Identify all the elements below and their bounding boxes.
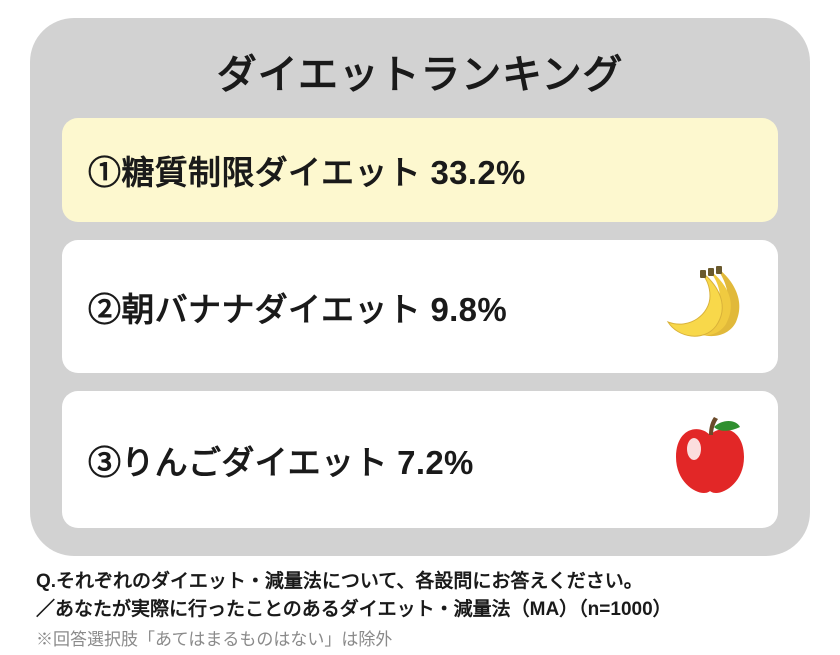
banana-icon (662, 264, 752, 349)
rank-marker: ① (88, 154, 121, 191)
footnote-question-line1: Q.それぞれのダイエット・減量法について、各設問にお答えください。 (36, 568, 804, 596)
footnote-exclusion: ※回答選択肢「あてはまるものはない」は除外 (36, 625, 804, 650)
rank-marker: ③ (88, 444, 121, 481)
apple-icon (668, 415, 752, 504)
ranking-item-2: ②朝バナナダイエット 9.8% (62, 240, 778, 373)
footnote-question-line2: ／あなたが実際に行ったことのあるダイエット・減量法（MA）（n=1000） (36, 596, 804, 624)
ranking-item-1: ①糖質制限ダイエット 33.2% (62, 118, 778, 222)
ranking-percent: 7.2% (397, 444, 474, 481)
ranking-item-text: ③りんごダイエット 7.2% (88, 436, 474, 484)
ranking-label: りんごダイエット (121, 444, 387, 481)
ranking-item-text: ②朝バナナダイエット 9.8% (88, 283, 507, 331)
ranking-percent: 33.2% (430, 154, 525, 191)
panel-title: ダイエットランキング (62, 42, 778, 100)
footnotes: Q.それぞれのダイエット・減量法について、各設問にお答えください。 ／あなたが実… (30, 568, 810, 650)
ranking-label: 朝バナナダイエット (121, 291, 421, 328)
ranking-label: 糖質制限ダイエット (121, 154, 421, 191)
ranking-item-3: ③りんごダイエット 7.2% (62, 391, 778, 528)
rank-marker: ② (88, 291, 121, 328)
ranking-panel: ダイエットランキング ①糖質制限ダイエット 33.2% ②朝バナナダイエット 9… (30, 18, 810, 556)
ranking-item-text: ①糖質制限ダイエット 33.2% (88, 146, 526, 194)
ranking-percent: 9.8% (430, 291, 507, 328)
